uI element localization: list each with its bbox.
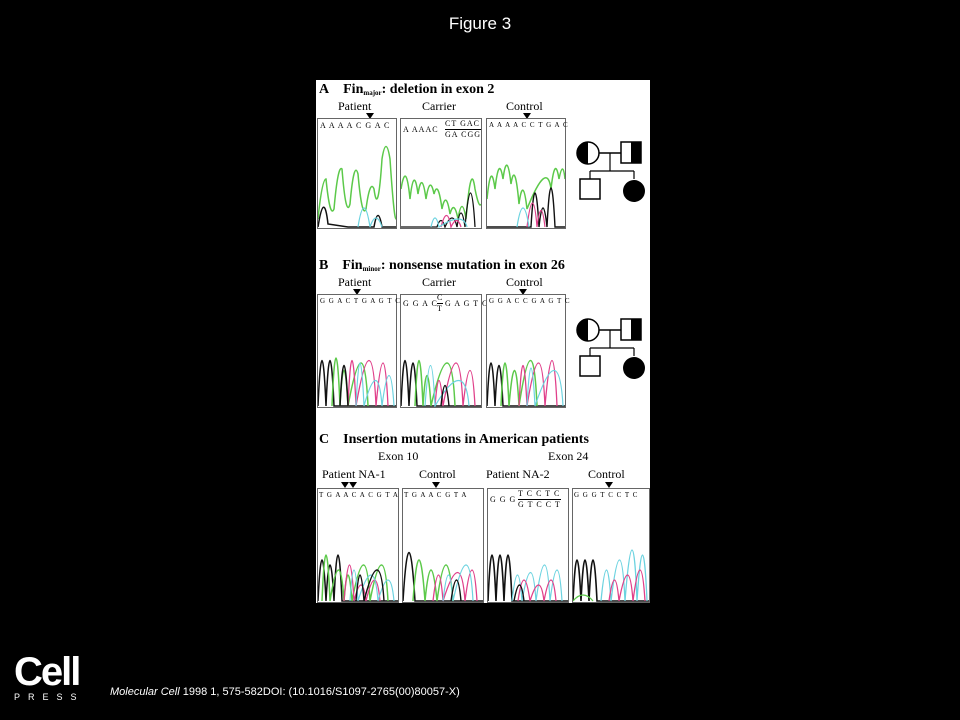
trace-plot — [318, 145, 396, 228]
trace-plot — [573, 549, 649, 602]
panel-a-seq-carrier-1: A AAAC — [403, 125, 439, 134]
trace-plot — [487, 164, 565, 228]
panel-a-letter: A — [319, 82, 330, 97]
panel-c-label-na1: Patient NA-1 — [322, 467, 386, 481]
panel-a-seq-patient: A A A A C G A C — [320, 121, 391, 130]
panel-b-label-patient: Patient — [338, 275, 372, 289]
panel-a-seq-control: A A A A C C T G A C — [489, 121, 569, 129]
panel-b-label-control: Control — [506, 275, 543, 289]
panel-b-heading-rest: : nonsense mutation in exon 26 — [380, 258, 565, 273]
panel-a-heading-fin: Fin — [343, 82, 364, 97]
panel-c-seq-na1: T G A A C A C G T A — [319, 491, 399, 499]
chromatogram-b-carrier: G G A C C T G A G T C — [400, 293, 487, 408]
panel-c-arrow-control-1 — [432, 482, 440, 488]
chromatogram-c-na2: G G G T C C T C G T C C T — [487, 488, 569, 603]
panel-a-label-control: Control — [506, 99, 543, 113]
panel-b-heading: B Finminor: nonsense mutation in exon 26 — [319, 258, 565, 274]
logo-cell-text: Cell — [14, 650, 81, 694]
trace-plot — [403, 551, 483, 602]
panel-a-heading: A Finmajor: deletion in exon 2 — [319, 82, 494, 98]
panel-b-seq-carrier-4: G A G T C — [445, 299, 489, 308]
citation-journal: Molecular Cell — [110, 686, 180, 698]
panel-c-arrow-na1-b — [349, 482, 357, 488]
chromatogram-a-patient: A A A A C G A C — [317, 118, 397, 229]
panel-b-seq-carrier-3: T — [437, 303, 443, 313]
pedigree-a — [576, 141, 645, 202]
trace-plot — [401, 359, 481, 407]
panel-c-seq-control-1: T G A A C G T A — [404, 491, 468, 499]
panel-b-seq-control: G G A C C G A G T C — [489, 297, 571, 305]
panel-c-seq-control-2: G G G T C C T C — [574, 491, 639, 499]
panel-b-heading-sub: minor — [362, 265, 381, 273]
panel-a-label-carrier: Carrier — [422, 99, 456, 113]
panel-b-letter: B — [319, 258, 329, 273]
trace-plot — [401, 175, 481, 228]
panel-c-label-control-1: Control — [419, 467, 456, 481]
panel-c-arrow-control-2 — [605, 482, 613, 488]
trace-plot — [318, 554, 398, 602]
panel-a-heading-rest: : deletion in exon 2 — [381, 82, 495, 97]
chromatogram-a-carrier: A AAAC CT GAC GA CGG — [400, 118, 482, 229]
chromatogram-c-na1: T G A A C A C G T A — [317, 488, 399, 603]
cell-press-logo: Cell PRESS — [14, 650, 85, 704]
panel-c-heading-text: Insertion mutations in American patients — [343, 432, 589, 447]
panel-a-heading-sub: major — [363, 89, 382, 97]
panel-a-arrow-control — [523, 113, 531, 119]
panel-c-seq-na2-2: T C C T C — [518, 489, 561, 498]
panel-c-label-control-2: Control — [588, 467, 625, 481]
panel-c-seq-na2-3: G T C C T — [518, 499, 561, 509]
panel-b-seq-carrier-2: C — [437, 293, 444, 302]
panel-a-arrow-patient — [366, 113, 374, 119]
pedigree-b — [576, 318, 645, 379]
panel-c-label-na2: Patient NA-2 — [486, 467, 550, 481]
panel-b-arrow-patient — [353, 289, 361, 295]
slide-title: Figure 3 — [448, 14, 512, 33]
chromatogram-a-control: A A A A C C T G A C — [486, 118, 569, 229]
logo-press-text: PRESS — [14, 692, 85, 702]
panel-c-arrow-na1-a — [341, 482, 349, 488]
panel-c-heading: C Insertion mutations in American patien… — [319, 432, 589, 448]
trace-plot — [487, 359, 565, 407]
panel-b-heading-fin: Fin — [342, 258, 363, 273]
chromatogram-b-control: G G A C C G A G T C — [486, 294, 570, 408]
trace-plot — [488, 554, 568, 602]
panel-c-letter: C — [319, 432, 330, 447]
panel-c-seq-na2-1: G G G — [490, 495, 517, 504]
panel-a-seq-carrier-2: CT GAC — [445, 119, 480, 128]
citation-details: 1998 1, 575-582DOI: (10.1016/S1097-2765(… — [179, 686, 460, 698]
panel-a-seq-carrier-3: GA CGG — [445, 129, 482, 139]
chromatogram-c-control-2: G G G T C C T C — [572, 488, 650, 603]
panel-b-seq-patient: G G A C T G A G T C — [320, 297, 401, 305]
panel-c-exon-10: Exon 10 — [378, 449, 419, 463]
panel-b-arrow-control — [519, 289, 527, 295]
panel-a-label-patient: Patient — [338, 99, 372, 113]
panel-c-exon-24: Exon 24 — [548, 449, 589, 463]
trace-plot — [318, 357, 396, 407]
chromatogram-b-patient: G G A C T G A G T C — [317, 294, 400, 408]
figure-panel: A Finmajor: deletion in exon 2 Patient C… — [316, 80, 650, 603]
panel-b-seq-carrier-1: G G A C — [403, 299, 438, 308]
chromatogram-c-control-1: T G A A C G T A — [402, 488, 484, 603]
panel-b-label-carrier: Carrier — [422, 275, 456, 289]
citation: Molecular Cell 1998 1, 575-582DOI: (10.1… — [110, 686, 460, 698]
